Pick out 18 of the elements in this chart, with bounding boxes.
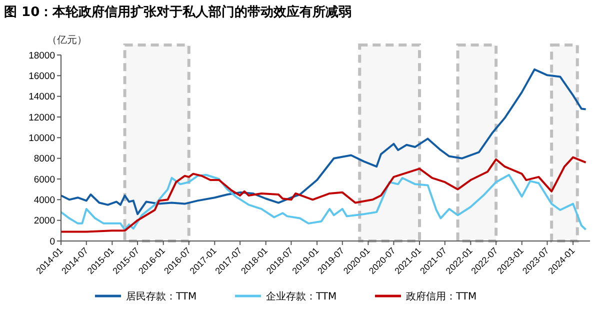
y-axis-title: （亿元） — [47, 35, 87, 46]
y-tick-label: 2000 — [34, 216, 55, 227]
y-tick-label: 10000 — [28, 132, 55, 144]
y-tick-label: 8000 — [34, 154, 55, 165]
y-tick-label: 16000 — [28, 70, 55, 82]
y-tick-label: 0 — [50, 236, 55, 248]
y-tick-label: 14000 — [28, 92, 55, 103]
y-tick-label: 6000 — [34, 174, 55, 186]
y-tick-label: 12000 — [28, 112, 55, 124]
line-series — [60, 174, 587, 231]
y-tick-label: 18000 — [28, 50, 55, 62]
legend-label: 政府信用：TTM — [406, 290, 477, 302]
chart-title: 图 10：本轮政府信用扩张对于私人部门的带动效应有所减弱 — [4, 4, 352, 20]
legend-label: 居民存款：TTM — [126, 290, 197, 302]
legend-label: 企业存款：TTM — [266, 290, 337, 302]
line-series — [60, 68, 587, 216]
line-series — [60, 156, 587, 233]
y-tick-label: 4000 — [34, 194, 55, 206]
